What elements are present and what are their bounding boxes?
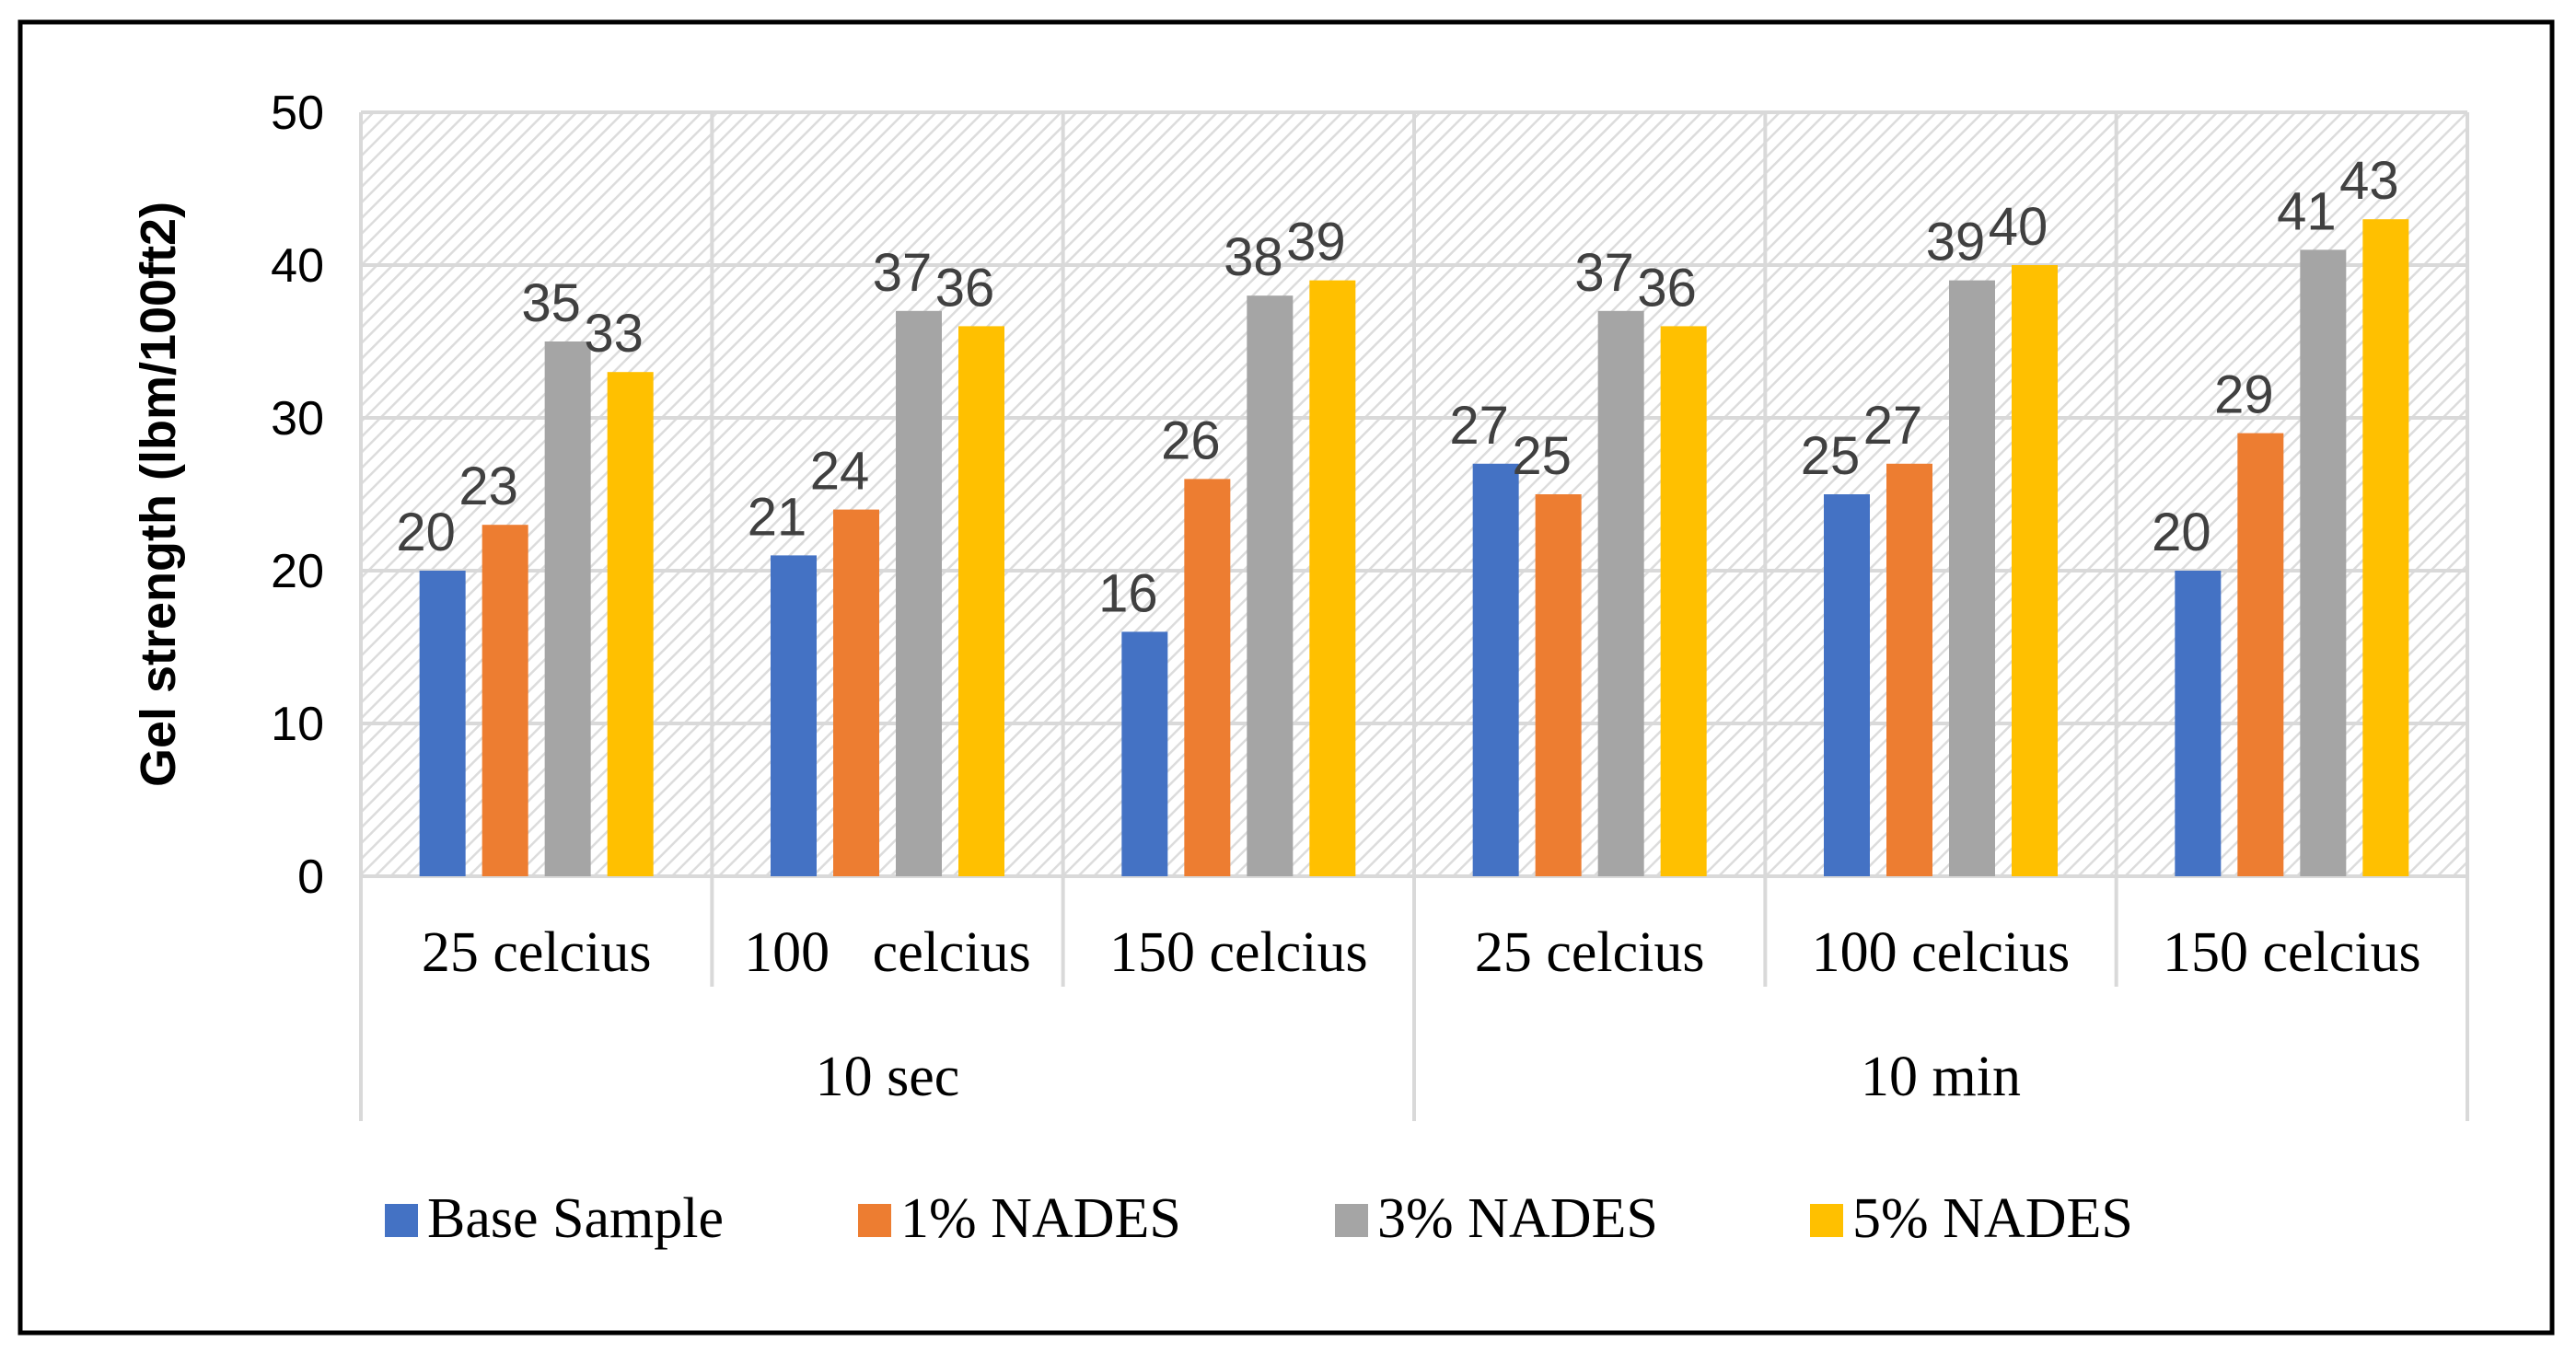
y-tick-label: 30: [271, 392, 324, 445]
data-label: 24: [810, 442, 870, 502]
bar: [544, 341, 591, 876]
bar: [1660, 326, 1707, 876]
x-category-label: 100 celcius: [744, 921, 1031, 984]
data-label: 26: [1161, 411, 1221, 470]
x-category-label: 25 celcius: [422, 921, 652, 984]
bar: [958, 326, 1004, 876]
legend-swatch: [1335, 1204, 1368, 1237]
bar: [1535, 494, 1582, 876]
axes: 0 10 20 30 40 50 25 celcius 100 celcius 150 celc…: [131, 87, 2469, 1121]
data-label: 33: [584, 304, 644, 364]
legend-swatch: [1810, 1204, 1843, 1237]
y-tick-label: 10: [271, 698, 324, 751]
x-group-label: 10 sec: [816, 1046, 960, 1108]
gridlines: [359, 110, 2469, 876]
data-label: 35: [521, 273, 581, 333]
bars: [419, 219, 2409, 877]
bar: [2175, 571, 2222, 876]
y-tick-label: 40: [271, 239, 324, 293]
data-label: 20: [396, 503, 456, 562]
data-label: 25: [1801, 426, 1861, 486]
bar: [1309, 280, 1356, 877]
bar: [1247, 295, 1294, 876]
bar: [1184, 479, 1231, 876]
y-axis-title: Gel strength (lbm/100ft2): [131, 202, 186, 787]
data-label: 25: [1512, 426, 1572, 486]
bar: [1121, 631, 1168, 876]
data-label: 43: [2339, 151, 2399, 211]
data-label: 16: [1098, 563, 1158, 623]
data-label: 27: [1449, 396, 1509, 456]
legend-label: 3% NADES: [1377, 1187, 1658, 1250]
bar: [2012, 265, 2058, 876]
data-label: 21: [748, 487, 807, 547]
bar: [419, 571, 466, 876]
x-category-label: 25 celcius: [1475, 921, 1705, 984]
bar: [1597, 310, 1644, 876]
data-label: 38: [1224, 227, 1283, 287]
data-label: 39: [1926, 213, 1986, 272]
x-category-label: 150 celcius: [1109, 921, 1368, 984]
bar: [833, 509, 879, 876]
x-category-label: 100 celcius: [1812, 921, 2071, 984]
y-tick-label: 50: [271, 87, 324, 140]
bar: [607, 372, 654, 876]
bar: [2237, 433, 2284, 876]
bar: [1886, 463, 1932, 876]
data-label: 36: [935, 258, 995, 318]
bar: [1472, 463, 1519, 876]
bar: [482, 525, 528, 876]
data-label: 39: [1286, 213, 1346, 272]
legend-label: 1% NADES: [900, 1187, 1181, 1250]
bar: [2300, 249, 2347, 876]
bar: [896, 310, 942, 876]
bar: [1949, 280, 1995, 877]
data-label: 27: [1863, 396, 1923, 456]
data-label: 41: [2277, 181, 2337, 241]
legend-label: Base Sample: [427, 1187, 724, 1250]
data-label: 23: [458, 457, 518, 516]
legend: Base Sample 1% NADES 3% NADES 5% NADES: [385, 1187, 2133, 1250]
bar: [1824, 494, 1870, 876]
legend-label: 5% NADES: [1852, 1187, 2133, 1250]
bar: [771, 555, 817, 876]
legend-swatch: [385, 1204, 418, 1237]
data-label: 20: [2152, 503, 2211, 562]
data-label: 40: [1989, 197, 2048, 257]
legend-swatch: [858, 1204, 891, 1237]
x-category-label: 150 celcius: [2163, 921, 2421, 984]
y-tick-label: 0: [297, 850, 324, 904]
data-label: 37: [873, 243, 933, 303]
bar: [2362, 219, 2409, 876]
x-group-label: 10 min: [1861, 1046, 2021, 1108]
data-label: 29: [2214, 365, 2274, 425]
data-label: 36: [1637, 258, 1697, 318]
data-label: 37: [1574, 243, 1634, 303]
y-tick-label: 20: [271, 545, 324, 598]
